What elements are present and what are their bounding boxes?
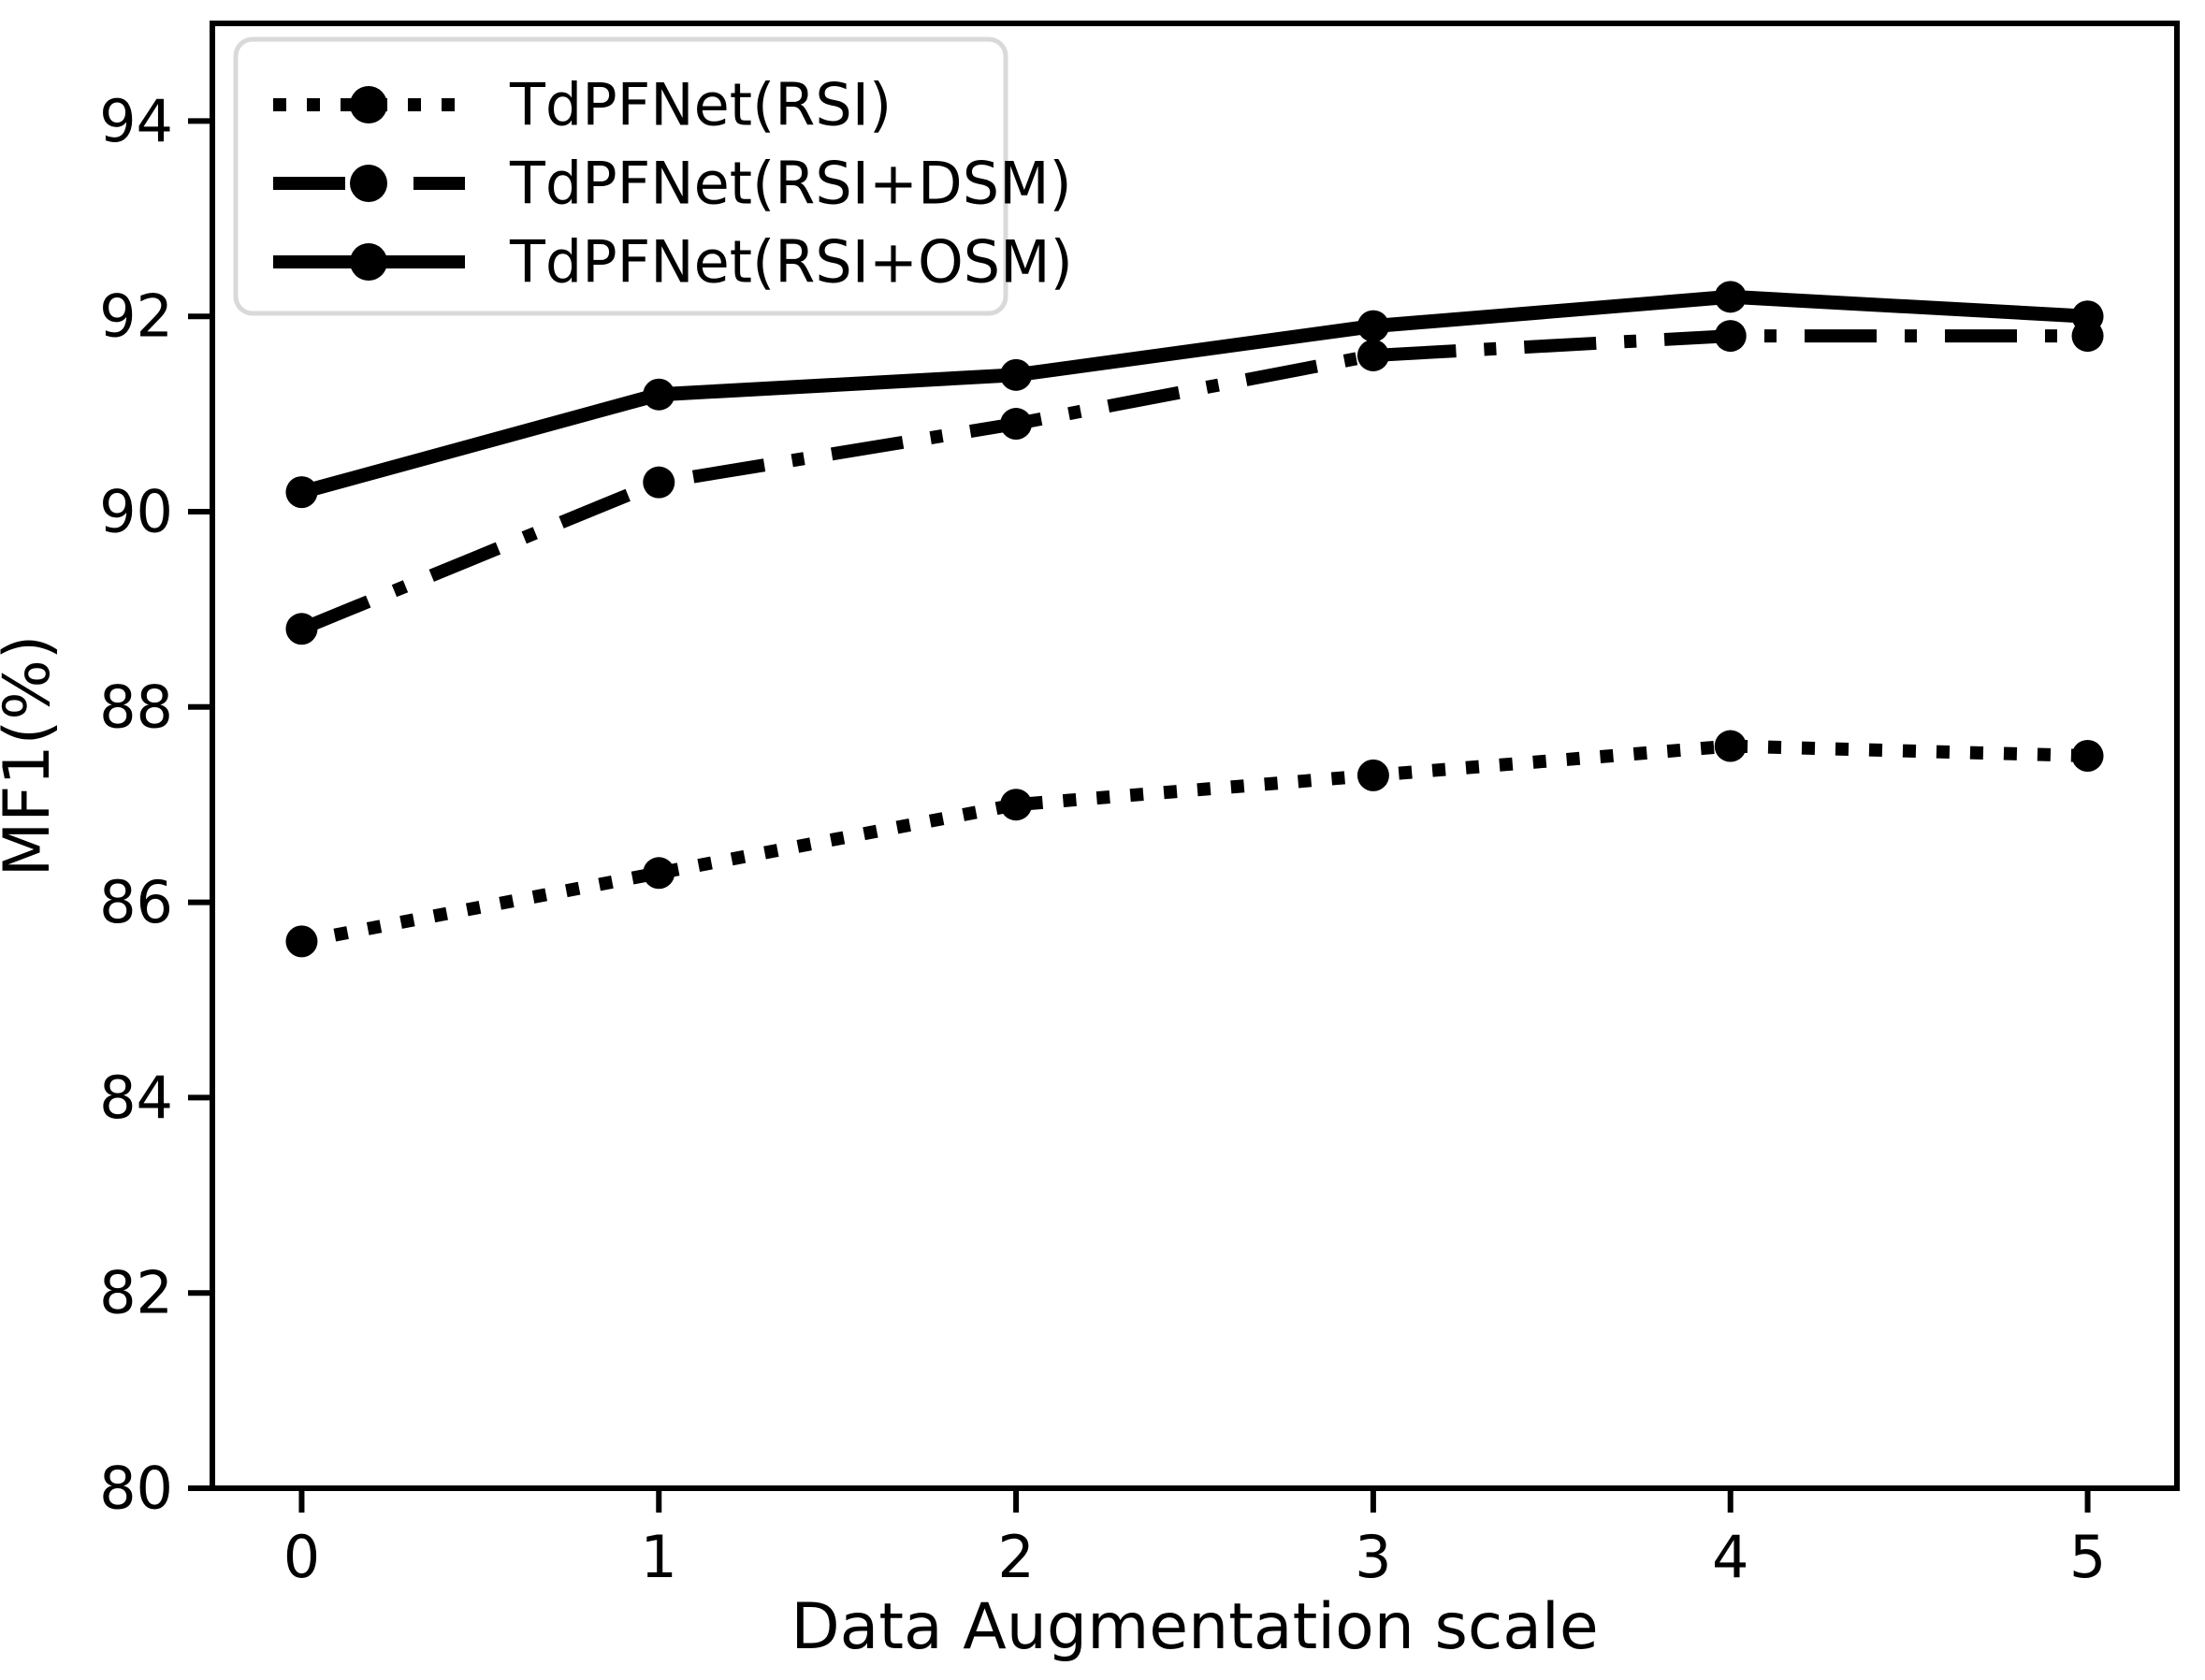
data-point xyxy=(2071,740,2104,772)
y-tick-label: 80 xyxy=(99,1455,173,1523)
series-line-dashdot xyxy=(298,329,2088,635)
data-point xyxy=(1000,408,1033,441)
data-point xyxy=(1356,310,1389,342)
data-point xyxy=(643,378,675,411)
y-tick-label: 90 xyxy=(99,478,173,546)
legend-label: TdPFNet(RSI) xyxy=(509,71,892,139)
data-point xyxy=(643,857,675,890)
plot-border xyxy=(210,21,2180,1491)
legend-box xyxy=(233,36,1008,316)
x-tick-label: 3 xyxy=(1355,1523,1391,1591)
y-tick-label: 92 xyxy=(99,282,173,351)
data-point xyxy=(643,466,675,499)
series-line-dotted xyxy=(300,739,2088,949)
data-point xyxy=(2071,300,2104,333)
data-point xyxy=(285,476,318,509)
data-point xyxy=(1356,759,1389,791)
y-tick-label: 88 xyxy=(99,673,173,741)
legend-marker xyxy=(350,243,387,281)
legend-label: TdPFNet(RSI+DSM) xyxy=(509,150,1072,218)
y-tick-label: 94 xyxy=(99,87,173,155)
data-point xyxy=(1000,789,1033,821)
y-tick-label: 84 xyxy=(99,1064,173,1132)
y-tick-label: 86 xyxy=(99,868,173,936)
x-tick-label: 4 xyxy=(1712,1523,1748,1591)
data-point xyxy=(1356,339,1389,371)
x-tick-label: 2 xyxy=(997,1523,1034,1591)
legend-marker xyxy=(350,86,387,123)
x-tick-label: 1 xyxy=(641,1523,677,1591)
data-point xyxy=(1714,730,1747,762)
y-axis-label: MF1(%) xyxy=(0,635,65,877)
x-tick-label: 0 xyxy=(283,1523,320,1591)
data-point xyxy=(285,925,318,958)
data-point xyxy=(1714,320,1747,353)
data-point xyxy=(1714,281,1747,313)
legend-label: TdPFNet(RSI+OSM) xyxy=(509,228,1073,297)
data-point xyxy=(285,613,318,645)
x-tick-label: 5 xyxy=(2069,1523,2106,1591)
legend-marker xyxy=(350,165,387,202)
data-point xyxy=(1000,358,1033,391)
x-axis-label: Data Augmentation scale xyxy=(791,1590,1598,1664)
y-tick-label: 82 xyxy=(99,1259,173,1327)
series-line-solid xyxy=(299,289,2088,500)
